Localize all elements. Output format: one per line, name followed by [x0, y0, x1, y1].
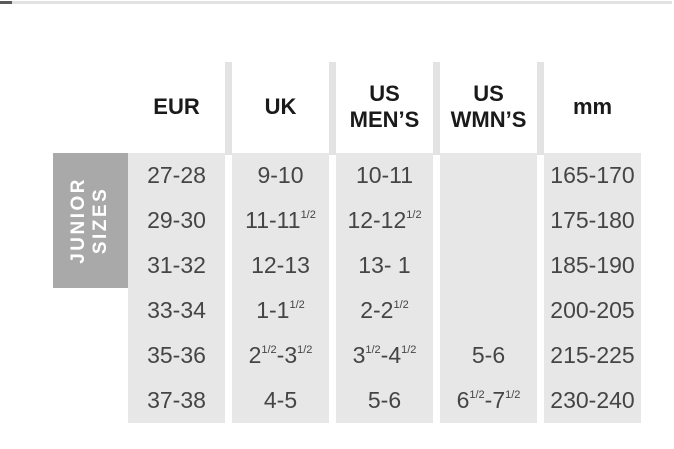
column-gap [537, 60, 544, 423]
size-cell: 13- 1 [336, 243, 433, 288]
column-header: UK [232, 60, 329, 153]
label-line-1: JUNIOR [68, 177, 90, 264]
column-mm: mm 165-170 175-180 185-190 200-205 215-225 230… [544, 60, 641, 423]
size-cell: 165-170 [544, 153, 641, 198]
column-header: mm [544, 60, 641, 153]
header-divider [433, 62, 440, 155]
size-cell: 12-12 1/2 [336, 198, 433, 243]
top-border-line [0, 1, 672, 4]
size-cell [440, 243, 537, 288]
size-cell: 10-11 [336, 153, 433, 198]
size-cell: 29-30 [128, 198, 225, 243]
column-us-men-s: US MEN’S 10-11 12-12 1/2 13- 1 2-2 1/2 3 1/2 -4 1/… [336, 60, 433, 423]
label-line-2: SIZES [90, 186, 112, 255]
header-divider [537, 62, 544, 155]
size-cell: 11-11 1/2 [232, 198, 329, 243]
size-cell: 27-28 [128, 153, 225, 198]
size-cell: 3 1/2 -4 1/2 [336, 333, 433, 378]
size-chart-columns: EUR 27-28 29-30 31-32 33-34 35-36 37-38 UK 9-10 1… [128, 60, 641, 423]
size-cell: 37-38 [128, 378, 225, 423]
row-group-label-column: JUNIOR SIZES [53, 60, 128, 288]
size-cell: 175-180 [544, 198, 641, 243]
column-header: EUR [128, 60, 225, 153]
column-gap [329, 60, 336, 423]
size-cell: 31-32 [128, 243, 225, 288]
size-cell: 4-5 [232, 378, 329, 423]
column-gap [225, 60, 232, 423]
size-cell: 5-6 [440, 333, 537, 378]
size-cell: 2 1/2 -3 1/2 [232, 333, 329, 378]
header-divider [329, 62, 336, 155]
size-cell: 230-240 [544, 378, 641, 423]
size-chart: JUNIOR SIZES EUR 27-28 29-30 31-32 33-34 35-3… [53, 60, 641, 423]
size-cell: 1-1 1/2 [232, 288, 329, 333]
size-cell: 12-13 [232, 243, 329, 288]
size-cell [440, 198, 537, 243]
size-cell [440, 288, 537, 333]
top-border-dark-segment [0, 1, 12, 4]
size-cell: 9-10 [232, 153, 329, 198]
column-us-wmn-s: US WMN’S 5-6 6 1/2 -7 1/2 [440, 60, 537, 423]
column-header: US WMN’S [440, 60, 537, 153]
size-cell: 215-225 [544, 333, 641, 378]
size-cell: 35-36 [128, 333, 225, 378]
size-cell: 6 1/2 -7 1/2 [440, 378, 537, 423]
size-cell: 200-205 [544, 288, 641, 333]
column-header: US MEN’S [336, 60, 433, 153]
junior-sizes-label: JUNIOR SIZES [68, 177, 113, 264]
size-cell: 2-2 1/2 [336, 288, 433, 333]
junior-sizes-label-block: JUNIOR SIZES [53, 153, 128, 288]
size-cell: 185-190 [544, 243, 641, 288]
size-cell [440, 153, 537, 198]
column-gap [433, 60, 440, 423]
size-cell: 33-34 [128, 288, 225, 333]
size-cell: 5-6 [336, 378, 433, 423]
column-uk: UK 9-10 11-11 1/2 12-13 1-1 1/2 2 1/2 -3 1/2 4-5 [232, 60, 329, 423]
column-eur: EUR 27-28 29-30 31-32 33-34 35-36 37-38 [128, 60, 225, 423]
header-divider [225, 62, 232, 155]
